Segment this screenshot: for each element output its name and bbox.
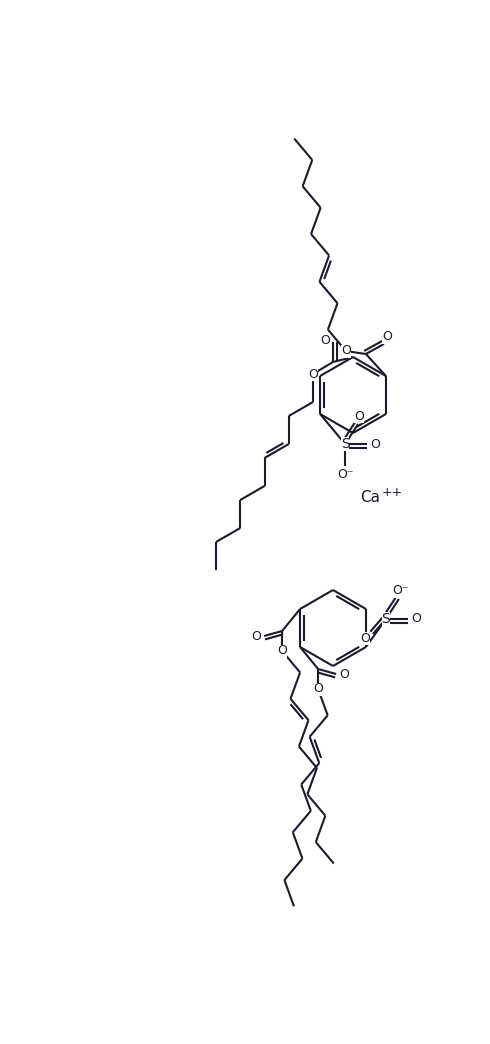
Text: O: O [251,630,261,642]
Text: S: S [341,437,349,451]
Text: S: S [382,612,390,626]
Text: O: O [320,333,330,347]
Text: O: O [370,437,380,451]
Text: O: O [277,644,287,658]
Text: O: O [308,367,318,380]
Text: O: O [354,409,364,423]
Text: O: O [339,667,349,681]
Text: O: O [341,345,351,357]
Text: O: O [411,613,421,625]
Text: Ca: Ca [360,491,380,505]
Text: O⁻: O⁻ [337,469,353,481]
Text: O: O [382,331,392,343]
Text: O⁻: O⁻ [392,585,409,597]
Text: ++: ++ [382,487,403,499]
Text: O: O [313,683,323,695]
Text: O: O [360,632,370,644]
